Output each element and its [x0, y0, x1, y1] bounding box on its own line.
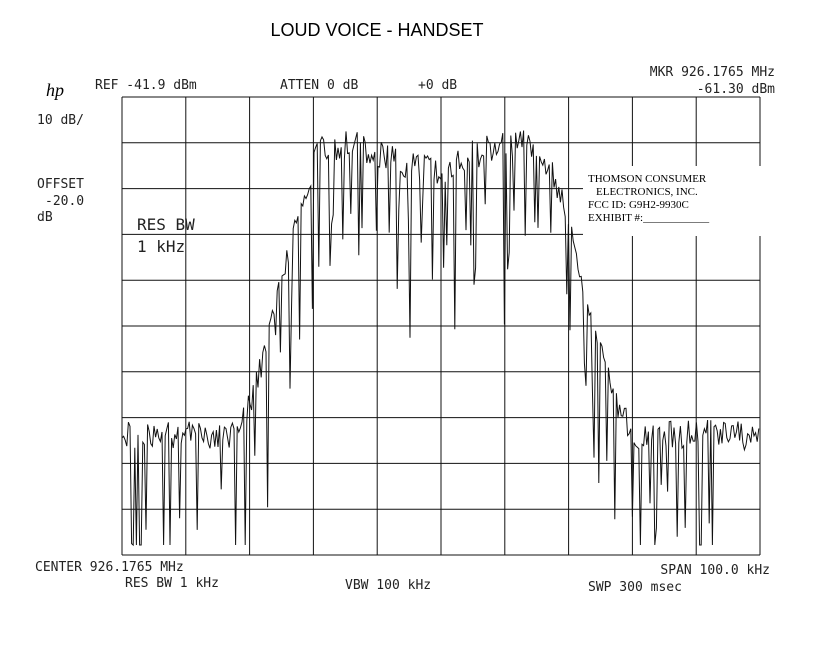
span: SPAN 100.0 kHz [660, 563, 770, 578]
res-bw-label: RES BW [137, 215, 195, 234]
marker-freq: MKR 926.1765 MHz [650, 65, 775, 80]
center-freq: CENTER 926.1765 MHz [35, 560, 184, 575]
stamp-line: THOMSON CONSUMER [588, 173, 707, 185]
graticule [121, 96, 761, 556]
scale: 10 dB/ [37, 113, 84, 128]
logo: hp [46, 80, 64, 100]
offset-unit: dB [37, 210, 53, 225]
sweep: SWP 300 msec [588, 580, 682, 595]
stamp-line: FCC ID: G9H2-9930C [588, 199, 689, 211]
stamp-line: EXHIBIT #:____________ [588, 212, 710, 224]
attenuation: ATTEN 0 dB [280, 78, 358, 93]
res-bw-value: 1 kHz [137, 237, 185, 256]
offset-label: OFFSET [37, 177, 84, 192]
title: LOUD VOICE - HANDSET [270, 20, 483, 40]
res-bw: RES BW 1 kHz [125, 576, 219, 591]
marker-level: -61.30 dBm [697, 82, 775, 97]
ref-level: REF -41.9 dBm [95, 78, 197, 93]
offset-gain: +0 dB [418, 78, 457, 93]
offset-value: -20.0 [45, 194, 84, 209]
spectrum-trace [121, 130, 760, 547]
stamp-box [583, 166, 765, 236]
vbw: VBW 100 kHz [345, 578, 431, 593]
stamp-line: ELECTRONICS, INC. [596, 186, 698, 198]
